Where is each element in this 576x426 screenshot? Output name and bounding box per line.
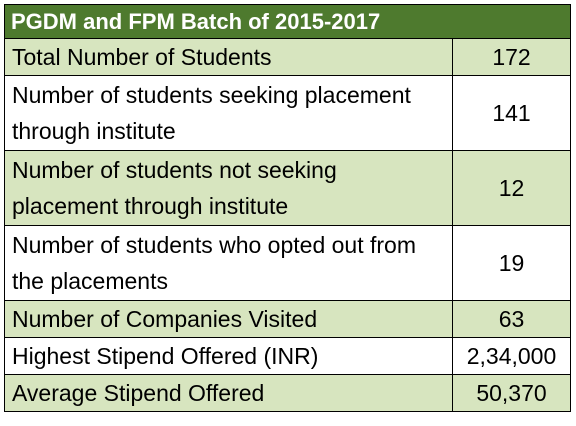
row-label: Highest Stipend Offered (INR) [4, 337, 453, 375]
row-value: 50,370 [452, 374, 571, 412]
row-label: Total Number of Students [4, 38, 453, 76]
row-value: 63 [452, 300, 571, 338]
row-label: Number of students seeking placement thr… [4, 75, 453, 151]
row-value: 12 [452, 150, 571, 226]
row-value: 2,34,000 [452, 337, 571, 375]
table-row: Total Number of Students 172 [4, 38, 571, 76]
table-row: Number of students who opted out from th… [4, 225, 571, 301]
table-row: Average Stipend Offered 50,370 [4, 374, 571, 412]
table-header-row: PGDM and FPM Batch of 2015-2017 [4, 4, 571, 39]
row-label: Number of Companies Visited [4, 300, 453, 338]
row-label: Number of students who opted out from th… [4, 225, 453, 301]
row-label: Number of students not seeking placement… [4, 150, 453, 226]
row-label: Average Stipend Offered [4, 374, 453, 412]
placement-stats-document: PGDM and FPM Batch of 2015-2017 Total Nu… [0, 4, 576, 426]
placement-stats-table: PGDM and FPM Batch of 2015-2017 Total Nu… [4, 4, 571, 412]
table-row: Highest Stipend Offered (INR) 2,34,000 [4, 337, 571, 375]
table-row: Number of students not seeking placement… [4, 150, 571, 226]
table-title: PGDM and FPM Batch of 2015-2017 [4, 4, 571, 39]
row-value: 19 [452, 225, 571, 301]
row-value: 172 [452, 38, 571, 76]
row-value: 141 [452, 75, 571, 151]
table-row: Number of students seeking placement thr… [4, 75, 571, 151]
table-row: Number of Companies Visited 63 [4, 300, 571, 338]
